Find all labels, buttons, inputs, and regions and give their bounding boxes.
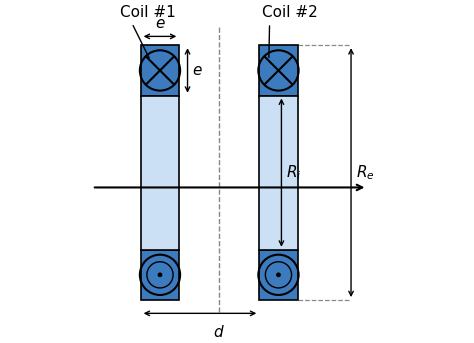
Circle shape xyxy=(276,273,281,277)
Text: Coil #1: Coil #1 xyxy=(120,5,176,20)
Text: Coil #2: Coil #2 xyxy=(262,5,318,20)
Text: $e$: $e$ xyxy=(155,16,165,31)
Bar xyxy=(141,45,179,96)
Bar xyxy=(259,250,298,300)
Bar xyxy=(141,96,179,250)
Bar xyxy=(141,250,179,300)
Text: $R_i$: $R_i$ xyxy=(286,163,301,182)
Circle shape xyxy=(158,273,162,277)
Text: $e$: $e$ xyxy=(192,63,203,78)
Bar xyxy=(259,96,298,250)
Text: $R_e$: $R_e$ xyxy=(356,163,375,182)
Text: $d$: $d$ xyxy=(213,324,225,340)
Bar xyxy=(259,45,298,96)
